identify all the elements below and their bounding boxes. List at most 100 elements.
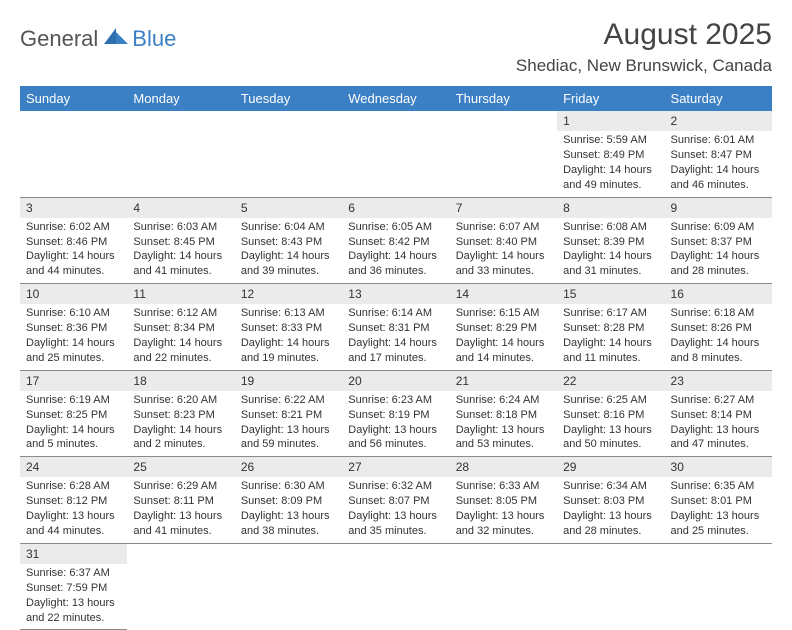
daylight: Daylight: 13 hours and 56 minutes.	[348, 423, 443, 453]
calendar-week: 3Sunrise: 6:02 AMSunset: 8:46 PMDaylight…	[20, 197, 772, 284]
day-info: Sunrise: 6:30 AMSunset: 8:09 PMDaylight:…	[241, 479, 336, 538]
calendar-week: 1Sunrise: 5:59 AMSunset: 8:49 PMDaylight…	[20, 111, 772, 197]
daylight: Daylight: 14 hours and 22 minutes.	[133, 336, 228, 366]
calendar-cell	[342, 111, 449, 197]
sunrise: Sunrise: 6:20 AM	[133, 393, 228, 408]
day-info: Sunrise: 6:37 AMSunset: 7:59 PMDaylight:…	[26, 566, 121, 625]
sunset: Sunset: 8:12 PM	[26, 494, 121, 509]
day-number: 10	[20, 284, 127, 304]
sunrise: Sunrise: 6:07 AM	[456, 220, 551, 235]
calendar-cell: 9Sunrise: 6:09 AMSunset: 8:37 PMDaylight…	[665, 197, 772, 284]
sunrise: Sunrise: 6:24 AM	[456, 393, 551, 408]
sunrise: Sunrise: 6:03 AM	[133, 220, 228, 235]
sunrise: Sunrise: 6:18 AM	[671, 306, 766, 321]
sunrise: Sunrise: 6:35 AM	[671, 479, 766, 494]
day-number: 11	[127, 284, 234, 304]
calendar-cell: 10Sunrise: 6:10 AMSunset: 8:36 PMDayligh…	[20, 284, 127, 371]
day-info: Sunrise: 6:28 AMSunset: 8:12 PMDaylight:…	[26, 479, 121, 538]
daylight: Daylight: 14 hours and 39 minutes.	[241, 249, 336, 279]
calendar-cell: 25Sunrise: 6:29 AMSunset: 8:11 PMDayligh…	[127, 457, 234, 544]
dayhead-wednesday: Wednesday	[342, 86, 449, 111]
daylight: Daylight: 14 hours and 31 minutes.	[563, 249, 658, 279]
sunset: Sunset: 8:19 PM	[348, 408, 443, 423]
day-number: 6	[342, 198, 449, 218]
day-info: Sunrise: 6:09 AMSunset: 8:37 PMDaylight:…	[671, 220, 766, 279]
sunrise: Sunrise: 6:28 AM	[26, 479, 121, 494]
calendar-cell	[342, 543, 449, 630]
day-info: Sunrise: 6:25 AMSunset: 8:16 PMDaylight:…	[563, 393, 658, 452]
day-number: 4	[127, 198, 234, 218]
day-info: Sunrise: 6:08 AMSunset: 8:39 PMDaylight:…	[563, 220, 658, 279]
day-number: 9	[665, 198, 772, 218]
sunrise: Sunrise: 6:09 AM	[671, 220, 766, 235]
sunset: Sunset: 8:37 PM	[671, 235, 766, 250]
day-info: Sunrise: 6:10 AMSunset: 8:36 PMDaylight:…	[26, 306, 121, 365]
calendar-cell: 3Sunrise: 6:02 AMSunset: 8:46 PMDaylight…	[20, 197, 127, 284]
sunset: Sunset: 8:39 PM	[563, 235, 658, 250]
sunrise: Sunrise: 6:23 AM	[348, 393, 443, 408]
day-number: 27	[342, 457, 449, 477]
calendar-cell: 12Sunrise: 6:13 AMSunset: 8:33 PMDayligh…	[235, 284, 342, 371]
day-number: 7	[450, 198, 557, 218]
day-number: 26	[235, 457, 342, 477]
daylight: Daylight: 13 hours and 35 minutes.	[348, 509, 443, 539]
calendar-cell: 17Sunrise: 6:19 AMSunset: 8:25 PMDayligh…	[20, 370, 127, 457]
calendar-cell	[665, 543, 772, 630]
logo: General Blue	[20, 18, 176, 52]
sunset: Sunset: 8:18 PM	[456, 408, 551, 423]
sunset: Sunset: 8:09 PM	[241, 494, 336, 509]
sunset: Sunset: 8:07 PM	[348, 494, 443, 509]
dayhead-saturday: Saturday	[665, 86, 772, 111]
header: General Blue August 2025 Shediac, New Br…	[20, 18, 772, 76]
sunset: Sunset: 8:25 PM	[26, 408, 121, 423]
dayhead-thursday: Thursday	[450, 86, 557, 111]
day-number: 31	[20, 544, 127, 564]
calendar-cell: 15Sunrise: 6:17 AMSunset: 8:28 PMDayligh…	[557, 284, 664, 371]
day-info: Sunrise: 6:01 AMSunset: 8:47 PMDaylight:…	[671, 133, 766, 192]
calendar-cell: 21Sunrise: 6:24 AMSunset: 8:18 PMDayligh…	[450, 370, 557, 457]
sunrise: Sunrise: 6:22 AM	[241, 393, 336, 408]
day-number: 15	[557, 284, 664, 304]
sunrise: Sunrise: 6:33 AM	[456, 479, 551, 494]
sunset: Sunset: 8:26 PM	[671, 321, 766, 336]
sunset: Sunset: 8:31 PM	[348, 321, 443, 336]
dayhead-monday: Monday	[127, 86, 234, 111]
calendar-cell: 6Sunrise: 6:05 AMSunset: 8:42 PMDaylight…	[342, 197, 449, 284]
daylight: Daylight: 13 hours and 44 minutes.	[26, 509, 121, 539]
sunset: Sunset: 7:59 PM	[26, 581, 121, 596]
month-title: August 2025	[516, 18, 772, 52]
sunrise: Sunrise: 6:12 AM	[133, 306, 228, 321]
day-info: Sunrise: 6:04 AMSunset: 8:43 PMDaylight:…	[241, 220, 336, 279]
day-number: 19	[235, 371, 342, 391]
day-info: Sunrise: 6:02 AMSunset: 8:46 PMDaylight:…	[26, 220, 121, 279]
sunset: Sunset: 8:33 PM	[241, 321, 336, 336]
sunrise: Sunrise: 6:30 AM	[241, 479, 336, 494]
dayhead-tuesday: Tuesday	[235, 86, 342, 111]
calendar-cell: 14Sunrise: 6:15 AMSunset: 8:29 PMDayligh…	[450, 284, 557, 371]
day-info: Sunrise: 6:29 AMSunset: 8:11 PMDaylight:…	[133, 479, 228, 538]
day-info: Sunrise: 6:33 AMSunset: 8:05 PMDaylight:…	[456, 479, 551, 538]
daylight: Daylight: 14 hours and 25 minutes.	[26, 336, 121, 366]
calendar-cell	[20, 111, 127, 197]
day-number: 1	[557, 111, 664, 131]
sunrise: Sunrise: 6:13 AM	[241, 306, 336, 321]
day-info: Sunrise: 5:59 AMSunset: 8:49 PMDaylight:…	[563, 133, 658, 192]
day-info: Sunrise: 6:35 AMSunset: 8:01 PMDaylight:…	[671, 479, 766, 538]
day-number: 3	[20, 198, 127, 218]
daylight: Daylight: 13 hours and 38 minutes.	[241, 509, 336, 539]
day-info: Sunrise: 6:27 AMSunset: 8:14 PMDaylight:…	[671, 393, 766, 452]
daylight: Daylight: 13 hours and 59 minutes.	[241, 423, 336, 453]
daylight: Daylight: 13 hours and 50 minutes.	[563, 423, 658, 453]
calendar-cell: 29Sunrise: 6:34 AMSunset: 8:03 PMDayligh…	[557, 457, 664, 544]
calendar-cell: 11Sunrise: 6:12 AMSunset: 8:34 PMDayligh…	[127, 284, 234, 371]
day-info: Sunrise: 6:23 AMSunset: 8:19 PMDaylight:…	[348, 393, 443, 452]
calendar-body: 1Sunrise: 5:59 AMSunset: 8:49 PMDaylight…	[20, 111, 772, 630]
sunrise: Sunrise: 6:14 AM	[348, 306, 443, 321]
day-number: 2	[665, 111, 772, 131]
calendar-cell	[235, 111, 342, 197]
daylight: Daylight: 13 hours and 28 minutes.	[563, 509, 658, 539]
calendar-cell: 23Sunrise: 6:27 AMSunset: 8:14 PMDayligh…	[665, 370, 772, 457]
daylight: Daylight: 14 hours and 5 minutes.	[26, 423, 121, 453]
day-number: 8	[557, 198, 664, 218]
sunrise: Sunrise: 6:04 AM	[241, 220, 336, 235]
